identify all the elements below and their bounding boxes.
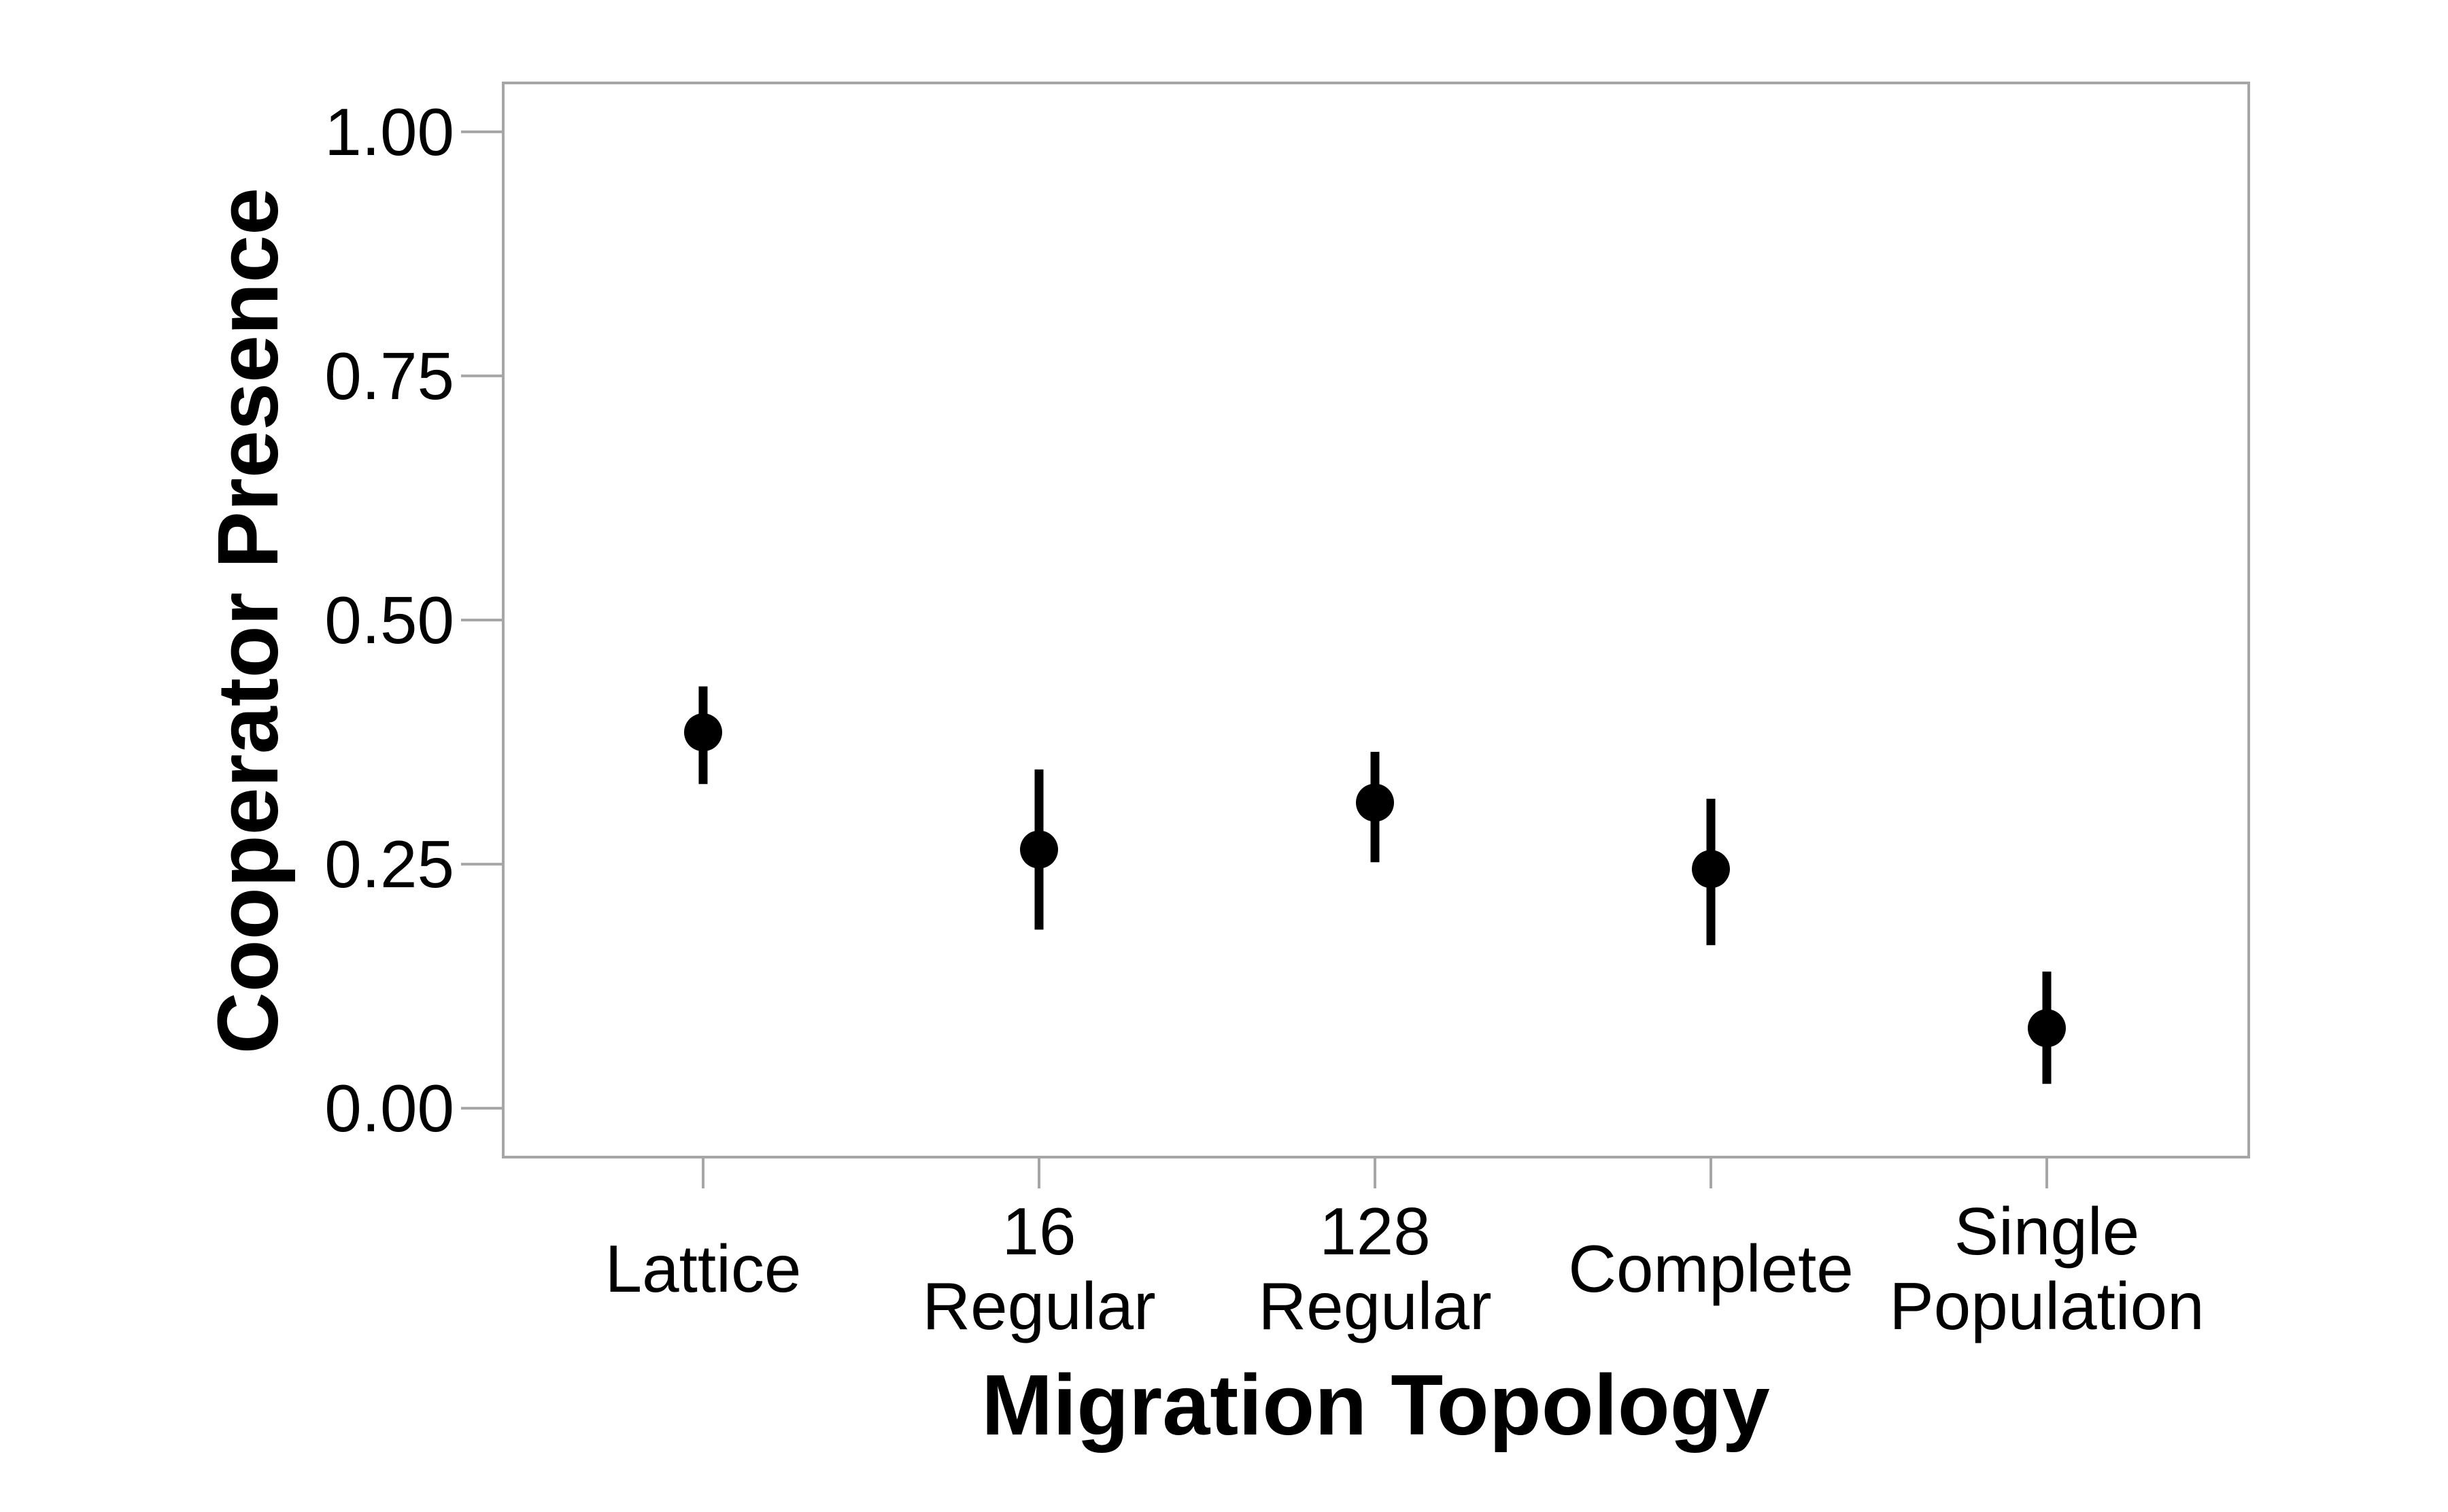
x-tick-label: 128 xyxy=(1319,1194,1431,1269)
data-point xyxy=(2028,1009,2066,1048)
x-tick-label: Regular xyxy=(1258,1269,1491,1343)
plot-frame xyxy=(502,82,2250,1158)
y-tick-label: 0.00 xyxy=(324,1071,454,1146)
x-tick-label: Regular xyxy=(922,1269,1155,1343)
data-point xyxy=(684,713,722,752)
y-tick-label: 1.00 xyxy=(324,94,454,169)
x-tick-label: Complete xyxy=(1568,1231,1853,1306)
y-axis: 0.00 0.25 0.50 0.75 1.00 xyxy=(324,94,503,1146)
x-axis-title: Migration Topology xyxy=(981,1357,1769,1453)
y-tick-label: 0.25 xyxy=(324,827,454,901)
y-axis-title: Cooperator Presence xyxy=(200,188,296,1054)
x-tick-label: Population xyxy=(1889,1269,2204,1343)
data-point xyxy=(1020,830,1058,869)
data-point xyxy=(1692,850,1730,889)
x-tick-label: Lattice xyxy=(605,1231,802,1306)
y-tick-label: 0.75 xyxy=(324,339,454,413)
x-tick-label: 16 xyxy=(1002,1194,1076,1269)
y-tick-label: 0.50 xyxy=(324,583,454,657)
data-marks xyxy=(684,686,2066,1084)
data-point xyxy=(1356,783,1394,822)
x-tick-label: Single xyxy=(1954,1194,2139,1269)
